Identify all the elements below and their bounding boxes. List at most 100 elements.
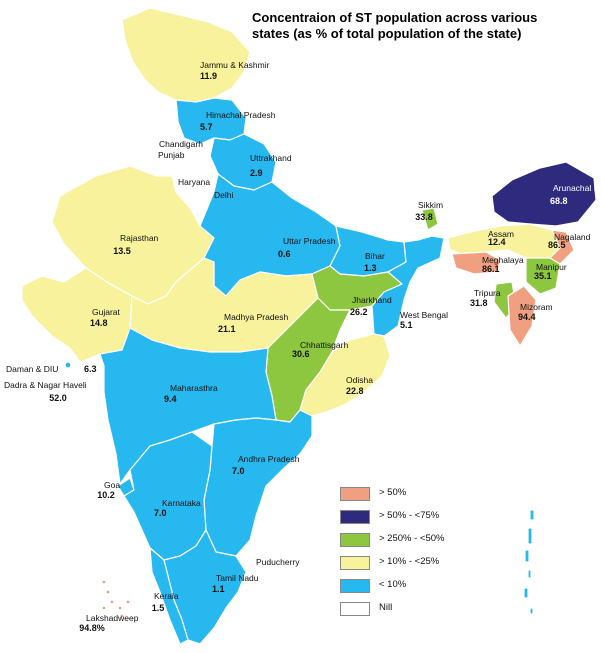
label-hp-value: 5.7	[200, 122, 213, 132]
label-dnh-value: 52.0	[49, 393, 67, 403]
label-as-value: 12.4	[488, 237, 506, 247]
region-dl	[195, 179, 211, 197]
label-mn-name: Manipur	[536, 262, 567, 272]
legend-label: > 10% - <25%	[379, 556, 440, 567]
region-ap	[203, 409, 313, 557]
label-ar-value: 68.8	[550, 196, 568, 206]
label-rj-name: Rajasthan	[120, 233, 159, 243]
label-hp-name: Himachal Pradesh	[206, 110, 276, 120]
legend-label: < 10%	[379, 579, 407, 590]
region-dd	[64, 361, 72, 369]
label-ga-value: 10.2	[97, 490, 115, 500]
legend-swatch	[340, 487, 370, 501]
label-dd-name: Daman & DIU	[6, 364, 58, 374]
region-ld	[117, 605, 123, 611]
label-tn-name: Tamil Nadu	[216, 573, 259, 583]
label-sk-value: 33.8	[415, 212, 433, 222]
region-ar	[491, 161, 597, 227]
label-wb-value: 5.1	[400, 320, 413, 330]
legend-label: > 50% - <75%	[379, 510, 440, 521]
label-nl-name: Nagaland	[554, 232, 591, 242]
label-br-name: Bihar	[365, 251, 385, 261]
region-od	[299, 333, 391, 417]
legend-swatch	[340, 510, 370, 524]
label-gj-name: Gujarat	[92, 307, 121, 317]
region-py	[244, 551, 252, 559]
label-rj-value: 13.5	[113, 246, 131, 256]
state-regions	[21, 7, 597, 645]
legend-swatch	[340, 556, 370, 570]
label-od-value: 22.8	[346, 386, 364, 396]
region-an	[523, 587, 529, 599]
label-ap-name: Andhra Pradesh	[238, 454, 300, 464]
label-ga-name: Goa	[104, 480, 120, 490]
label-nl-value: 86.5	[548, 240, 566, 250]
label-ml-name: Meghalaya	[482, 255, 524, 265]
region-an	[524, 549, 530, 563]
label-kl-name: Kerala	[154, 591, 179, 601]
label-mn-value: 35.1	[534, 271, 552, 281]
label-kl-value: 1.5	[152, 603, 165, 613]
label-uk-value: 2.9	[250, 168, 263, 178]
label-up-value: 0.6	[278, 249, 291, 259]
label-ka-value: 7.0	[154, 508, 167, 518]
label-jh-value: 26.2	[350, 307, 368, 317]
label-cg-value: 30.6	[292, 349, 310, 359]
region-sk	[421, 207, 439, 231]
map-title-line-2: states (as % of total population of the …	[252, 26, 522, 41]
region-ml	[451, 251, 501, 275]
region-mn	[525, 257, 561, 295]
legend-label: Nill	[379, 602, 393, 613]
label-ka-name: Karnataka	[162, 498, 201, 508]
label-uk-name: Uttrakhand	[250, 153, 292, 163]
label-ld-value: 94.8%	[79, 623, 105, 633]
label-as-name: Assam	[488, 229, 514, 239]
legend-swatch	[340, 579, 370, 593]
region-ka	[123, 431, 213, 561]
label-dd-value: 6.3	[84, 364, 97, 374]
region-kl	[149, 547, 189, 645]
legend-swatch	[340, 533, 370, 547]
region-ld	[101, 605, 107, 611]
label-dnh-name: Dadra & Nagar Haveli	[4, 380, 87, 390]
region-jk	[121, 7, 251, 103]
region-ld	[125, 599, 131, 605]
map-title-line-1: Concentraion of ST population across var…	[252, 10, 538, 25]
label-jk-name: Jammu & Kashmir	[200, 60, 270, 70]
label-ap-value: 7.0	[232, 466, 245, 476]
label-mh-value: 9.4	[164, 394, 177, 404]
label-ml-value: 86.1	[482, 264, 500, 274]
label-ch-name: Chandigarh	[159, 139, 203, 149]
region-an	[527, 569, 532, 579]
label-py-name: Puducherry	[256, 557, 300, 567]
label-up-name: Uttar Pradesh	[283, 236, 336, 246]
region-wb	[371, 235, 445, 337]
legend-label: > 50%	[379, 487, 407, 498]
label-mh-name: Maharasthra	[170, 383, 218, 393]
label-ld-name: Lakshadweep	[86, 613, 139, 623]
label-mz-name: Mizoram	[520, 302, 553, 312]
region-an	[529, 607, 534, 615]
region-ld	[105, 589, 111, 595]
label-pb-name: Punjab	[158, 150, 185, 160]
label-cg-name: Chhattisgarh	[300, 340, 348, 350]
label-ar-name: Arunachal Pradesh	[553, 183, 601, 193]
label-jk-value: 11.9	[200, 71, 217, 81]
label-gj-value: 14.8	[90, 318, 108, 328]
region-an	[527, 527, 533, 545]
region-mz	[507, 285, 537, 347]
label-tr-name: Tripura	[474, 288, 501, 298]
label-mp-name: Madhya Pradesh	[224, 312, 289, 322]
label-br-value: 1.3	[364, 263, 377, 273]
label-mp-value: 21.1	[218, 324, 236, 334]
map-title: Concentraion of ST population across var…	[252, 10, 597, 42]
label-wb-name: West Bengal	[400, 310, 448, 320]
legend-swatch	[340, 602, 370, 616]
label-mz-value: 94.4	[518, 312, 536, 322]
label-tn-value: 1.1	[212, 584, 225, 594]
region-ld	[109, 599, 115, 605]
label-od-name: Odisha	[346, 375, 373, 385]
label-tr-value: 31.8	[470, 298, 488, 308]
